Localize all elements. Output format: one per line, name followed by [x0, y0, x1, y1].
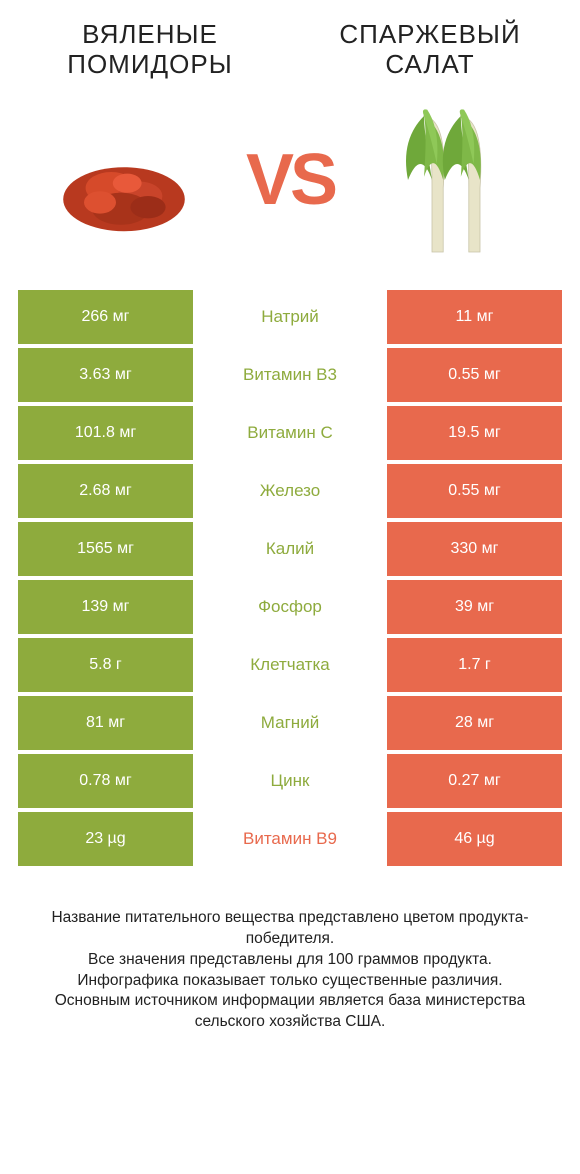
nutrient-label: Цинк [193, 754, 387, 808]
images-row: VS [0, 90, 580, 290]
nutrient-label: Витамин B3 [193, 348, 387, 402]
right-title: СПАРЖЕВЫЙ САЛАТ [310, 20, 550, 80]
right-food-image [371, 95, 541, 265]
table-row: 101.8 мгВитамин C19.5 мг [18, 406, 562, 460]
nutrient-label: Фосфор [193, 580, 387, 634]
right-value: 0.55 мг [387, 348, 562, 402]
table-row: 23 µgВитамин B946 µg [18, 812, 562, 866]
left-value: 23 µg [18, 812, 193, 866]
table-row: 139 мгФосфор39 мг [18, 580, 562, 634]
nutrient-label: Калий [193, 522, 387, 576]
nutrient-label: Магний [193, 696, 387, 750]
vs-label: VS [246, 139, 334, 221]
right-value: 46 µg [387, 812, 562, 866]
nutrient-label: Натрий [193, 290, 387, 344]
nutrient-label: Витамин B9 [193, 812, 387, 866]
left-value: 1565 мг [18, 522, 193, 576]
left-value: 81 мг [18, 696, 193, 750]
left-value: 0.78 мг [18, 754, 193, 808]
nutrient-label: Железо [193, 464, 387, 518]
right-value: 39 мг [387, 580, 562, 634]
table-row: 1565 мгКалий330 мг [18, 522, 562, 576]
left-value: 266 мг [18, 290, 193, 344]
right-value: 1.7 г [387, 638, 562, 692]
nutrient-label: Клетчатка [193, 638, 387, 692]
nutrient-label: Витамин C [193, 406, 387, 460]
header: ВЯЛЕНЫЕ ПОМИДОРЫ СПАРЖЕВЫЙ САЛАТ [0, 0, 580, 90]
footer-line: Основным источником информации является … [30, 991, 550, 1033]
right-value: 11 мг [387, 290, 562, 344]
table-row: 2.68 мгЖелезо0.55 мг [18, 464, 562, 518]
left-value: 101.8 мг [18, 406, 193, 460]
left-title: ВЯЛЕНЫЕ ПОМИДОРЫ [30, 20, 270, 80]
left-value: 3.63 мг [18, 348, 193, 402]
left-food-image [39, 95, 209, 265]
footer-notes: Название питательного вещества представл… [0, 870, 580, 1054]
footer-line: Инфографика показывает только существенн… [30, 971, 550, 992]
asparagus-lettuce-icon [376, 100, 536, 260]
footer-line: Название питательного вещества представл… [30, 908, 550, 950]
left-value: 139 мг [18, 580, 193, 634]
table-row: 266 мгНатрий11 мг [18, 290, 562, 344]
left-value: 2.68 мг [18, 464, 193, 518]
table-row: 5.8 гКлетчатка1.7 г [18, 638, 562, 692]
footer-line: Все значения представлены для 100 граммо… [30, 950, 550, 971]
comparison-table: 266 мгНатрий11 мг3.63 мгВитамин B30.55 м… [0, 290, 580, 870]
table-row: 81 мгМагний28 мг [18, 696, 562, 750]
table-row: 3.63 мгВитамин B30.55 мг [18, 348, 562, 402]
left-value: 5.8 г [18, 638, 193, 692]
right-value: 0.27 мг [387, 754, 562, 808]
right-value: 19.5 мг [387, 406, 562, 460]
right-value: 28 мг [387, 696, 562, 750]
table-row: 0.78 мгЦинк0.27 мг [18, 754, 562, 808]
dried-tomato-icon [44, 100, 204, 260]
right-value: 330 мг [387, 522, 562, 576]
right-value: 0.55 мг [387, 464, 562, 518]
